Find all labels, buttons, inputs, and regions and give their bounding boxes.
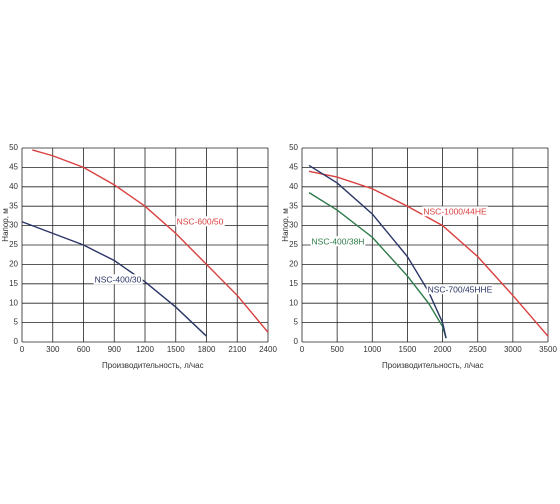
y-axis-title: Напор, м xyxy=(281,208,290,241)
y-tick-label: 40 xyxy=(9,182,18,191)
x-tick-label: 600 xyxy=(77,345,91,354)
line-series xyxy=(308,164,447,339)
y-tick-label: 50 xyxy=(9,143,18,152)
x-tick-label: 3000 xyxy=(504,345,522,354)
x-tick-label: 2500 xyxy=(469,345,487,354)
y-tick-label: 20 xyxy=(289,260,298,269)
series-label: NSC-400/38H xyxy=(312,236,365,246)
y-tick-label: 10 xyxy=(289,298,298,307)
y-tick-label: 5 xyxy=(294,318,299,327)
y-tick-label: 50 xyxy=(289,143,298,152)
x-axis-title: Производительность, л/час xyxy=(382,361,484,370)
x-tick-label: 1500 xyxy=(399,345,417,354)
x-tick-label: 3500 xyxy=(539,345,557,354)
x-tick-label: 300 xyxy=(46,345,60,354)
y-tick-label: 10 xyxy=(9,298,18,307)
x-tick-label: 2000 xyxy=(434,345,452,354)
x-tick-label: 1000 xyxy=(363,345,381,354)
y-tick-label: 30 xyxy=(289,221,298,230)
series-label: NSC-700/45HHE xyxy=(428,284,493,294)
y-tick-label: 15 xyxy=(289,279,298,288)
y-tick-label: 35 xyxy=(289,201,298,210)
x-tick-label: 1800 xyxy=(198,345,216,354)
x-tick-label: 2100 xyxy=(228,345,246,354)
x-tick-label: 1200 xyxy=(136,345,154,354)
label-background xyxy=(175,216,225,227)
series-label: NSC-1000/44HE xyxy=(423,206,487,216)
y-tick-label: 5 xyxy=(14,318,19,327)
y-tick-label: 25 xyxy=(289,240,298,249)
label-background xyxy=(310,236,366,247)
x-tick-label: 0 xyxy=(300,345,305,354)
y-tick-label: 0 xyxy=(14,337,19,346)
line-series xyxy=(32,149,269,333)
x-tick-label: 2400 xyxy=(259,345,277,354)
x-tick-label: 500 xyxy=(330,345,344,354)
y-tick-label: 0 xyxy=(294,337,299,346)
line-series xyxy=(308,192,447,339)
label-background xyxy=(426,284,494,295)
line-series xyxy=(308,170,549,337)
series-label: NSC-400/30 xyxy=(95,274,142,284)
line-series xyxy=(21,221,207,337)
y-tick-label: 35 xyxy=(9,201,18,210)
x-tick-label: 900 xyxy=(108,345,122,354)
y-tick-label: 30 xyxy=(9,221,18,230)
x-axis-title: Производительность, л/час xyxy=(102,361,204,370)
x-tick-label: 1500 xyxy=(167,345,185,354)
series-label: NSC-600/50 xyxy=(177,216,224,226)
label-background xyxy=(93,274,143,285)
y-tick-label: 45 xyxy=(9,163,18,172)
y-tick-label: 40 xyxy=(289,182,298,191)
y-tick-label: 15 xyxy=(9,279,18,288)
x-tick-label: 0 xyxy=(20,345,25,354)
y-axis-title: Напор, м xyxy=(1,208,10,241)
label-background xyxy=(422,206,488,217)
y-tick-label: 25 xyxy=(9,240,18,249)
y-tick-label: 20 xyxy=(9,260,18,269)
y-tick-label: 45 xyxy=(289,163,298,172)
